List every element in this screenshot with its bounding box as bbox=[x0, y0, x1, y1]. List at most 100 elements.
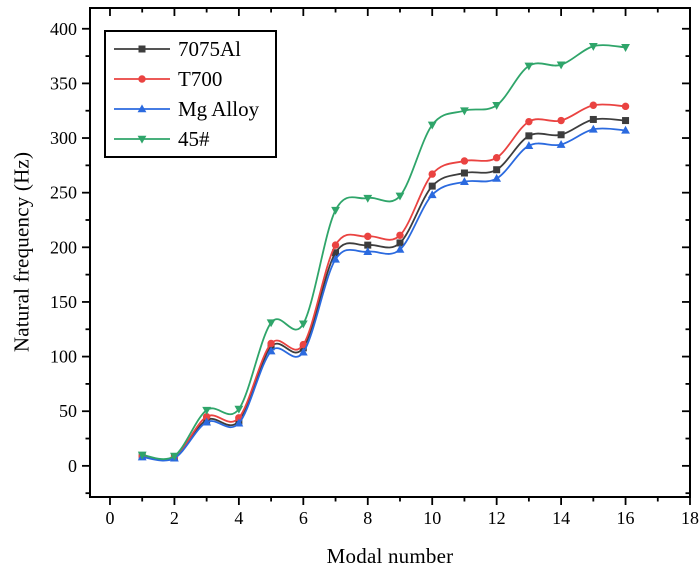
legend: 7075Al T700 Mg Alloy 45# bbox=[104, 30, 277, 158]
series-t700 bbox=[138, 101, 630, 461]
y-tick-label: 200 bbox=[50, 237, 77, 257]
triangle-up-marker-icon bbox=[460, 177, 469, 186]
x-tick-label: 0 bbox=[105, 508, 114, 528]
y-tick-label: 400 bbox=[50, 19, 77, 39]
legend-swatch-7075al bbox=[114, 45, 170, 53]
circle-marker-icon bbox=[557, 116, 565, 125]
square-marker-icon bbox=[622, 117, 630, 125]
x-tick-label: 14 bbox=[552, 508, 570, 528]
triangle-up-marker-icon bbox=[331, 254, 340, 263]
circle-marker-icon bbox=[589, 101, 598, 109]
x-tick-label: 16 bbox=[617, 508, 635, 528]
triangle-down-marker-icon bbox=[170, 452, 179, 461]
legend-label: Mg Alloy bbox=[178, 96, 260, 121]
y-tick-label: 250 bbox=[50, 183, 77, 203]
square-marker-icon bbox=[493, 166, 501, 174]
legend-label: 7075Al bbox=[178, 36, 241, 61]
x-tick-label: 6 bbox=[299, 508, 308, 528]
circle-marker-icon bbox=[428, 170, 436, 178]
triangle-up-marker-icon bbox=[588, 124, 598, 133]
triangle-up-marker-icon bbox=[524, 141, 534, 149]
triangle-down-marker-icon bbox=[427, 121, 437, 130]
y-tick-label: 0 bbox=[68, 456, 77, 476]
square-marker-icon bbox=[460, 169, 468, 177]
triangle-up-marker-icon bbox=[266, 346, 276, 355]
square-marker-icon bbox=[138, 45, 146, 53]
triangle-up-marker-icon bbox=[395, 244, 405, 253]
x-tick-label: 10 bbox=[423, 508, 441, 528]
legend-swatch-45 bbox=[114, 135, 170, 144]
legend-swatch-mg-alloy bbox=[114, 104, 170, 113]
triangle-up-marker-icon bbox=[492, 173, 502, 182]
triangle-down-marker-icon bbox=[621, 44, 630, 52]
circle-marker-icon bbox=[202, 412, 211, 421]
triangle-up-marker-icon bbox=[298, 347, 308, 356]
x-axis-title: Modal number bbox=[326, 544, 454, 568]
circle-marker-icon bbox=[299, 340, 308, 349]
triangle-up-marker-icon bbox=[137, 104, 147, 113]
circle-marker-icon bbox=[492, 154, 501, 162]
series-line-7075al bbox=[142, 117, 626, 461]
triangle-down-marker-icon bbox=[588, 42, 598, 51]
triangle-down-marker-icon bbox=[492, 101, 502, 110]
circle-marker-icon bbox=[525, 117, 533, 126]
triangle-down-marker-icon bbox=[331, 206, 340, 215]
square-marker-icon bbox=[428, 182, 436, 190]
square-marker-icon bbox=[332, 249, 340, 257]
square-marker-icon bbox=[525, 132, 533, 140]
circle-marker-icon bbox=[364, 232, 372, 241]
x-tick-label: 2 bbox=[170, 508, 179, 528]
triangle-down-marker-icon bbox=[266, 319, 276, 328]
x-tick-label: 4 bbox=[234, 508, 243, 528]
y-axis-title: Natural frequency (Hz) bbox=[9, 151, 34, 353]
y-tick-label: 150 bbox=[50, 292, 77, 312]
x-tick-label: 18 bbox=[681, 508, 699, 528]
series-line-mg-alloy bbox=[142, 127, 626, 462]
triangle-down-marker-icon bbox=[524, 62, 534, 71]
legend-item-7075al: 7075Al bbox=[113, 34, 275, 64]
triangle-down-marker-icon bbox=[460, 107, 469, 116]
series-mg-alloy bbox=[137, 124, 630, 462]
legend-item-mg-alloy: Mg Alloy bbox=[113, 94, 275, 124]
triangle-down-marker-icon bbox=[137, 135, 147, 144]
legend-swatch-t700 bbox=[114, 75, 170, 83]
square-marker-icon bbox=[396, 239, 404, 247]
triangle-down-marker-icon bbox=[202, 406, 212, 415]
triangle-down-marker-icon bbox=[298, 320, 308, 329]
series-line-t700 bbox=[142, 103, 626, 461]
triangle-up-marker-icon bbox=[234, 418, 244, 427]
y-tick-label: 100 bbox=[50, 347, 77, 367]
triangle-down-marker-icon bbox=[363, 194, 373, 203]
circle-marker-icon bbox=[138, 75, 146, 83]
series-line-45 bbox=[142, 44, 626, 460]
circle-marker-icon bbox=[267, 339, 275, 348]
plot-frame bbox=[89, 7, 691, 498]
legend-item-t700: T700 bbox=[113, 64, 275, 94]
square-marker-icon bbox=[364, 241, 372, 249]
y-tick-label: 300 bbox=[50, 128, 77, 148]
triangle-up-marker-icon bbox=[621, 125, 630, 134]
legend-label: 45# bbox=[178, 126, 210, 151]
triangle-down-marker-icon bbox=[137, 451, 147, 460]
triangle-down-marker-icon bbox=[395, 192, 405, 201]
square-marker-icon bbox=[557, 131, 565, 139]
triangle-down-marker-icon bbox=[234, 405, 244, 414]
triangle-down-marker-icon bbox=[556, 61, 566, 70]
triangle-up-marker-icon bbox=[363, 247, 373, 255]
triangle-up-marker-icon bbox=[556, 139, 566, 148]
x-tick-label: 8 bbox=[363, 508, 372, 528]
legend-item-45: 45# bbox=[113, 124, 275, 154]
series-45 bbox=[137, 42, 630, 461]
legend-label: T700 bbox=[178, 66, 223, 91]
triangle-up-marker-icon bbox=[202, 417, 212, 426]
y-tick-label: 350 bbox=[50, 73, 77, 93]
square-marker-icon bbox=[589, 115, 597, 123]
x-tick-label: 12 bbox=[488, 508, 506, 528]
circle-marker-icon bbox=[331, 241, 340, 249]
circle-marker-icon bbox=[396, 231, 404, 239]
circle-marker-icon bbox=[460, 157, 469, 165]
triangle-up-marker-icon bbox=[427, 190, 437, 199]
circle-marker-icon bbox=[621, 102, 630, 111]
